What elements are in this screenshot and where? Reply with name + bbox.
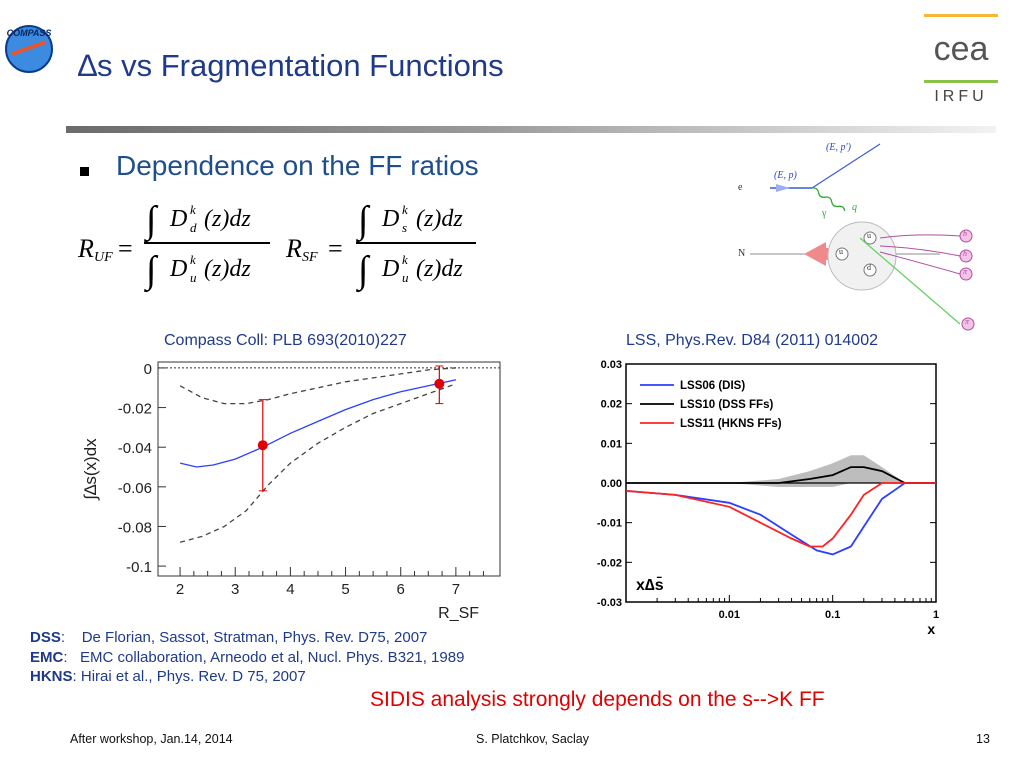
reference-text: De Florian, Sassot, Stratman, Phys. Rev.… (81, 629, 428, 646)
y-tick-label: -0.02 (118, 401, 152, 418)
y-tick-label: -0.04 (118, 440, 152, 457)
chart-right: 0.03 0.02 0.01 0.00 -0.01 -0.02 -0.03 0.01 0.1 1 x… (584, 356, 944, 638)
y-tick-label: 0.01 (601, 438, 622, 450)
diagram-label: π (965, 317, 970, 326)
footer-center: S. Platchkov, Saclay (476, 732, 590, 746)
x-tick-label: 7 (452, 581, 460, 598)
uncertainty-band (729, 455, 920, 487)
x-tick-label: 0.1 (825, 609, 840, 621)
diagram-label: u (839, 247, 843, 256)
reference-list: DSS: De Florian, Sassot, Stratman, Phys.… (30, 628, 464, 687)
series-line-blue-solid (179, 379, 457, 468)
x-tick-label: 0.01 (719, 609, 740, 621)
y-tick-label: 0 (144, 361, 152, 378)
legend-label: LSS10 (DSS FFs) (680, 399, 773, 411)
bullet-text: Dependence on the FF ratios (116, 150, 479, 181)
y-tick-label: -0.03 (597, 597, 622, 609)
legend-label: LSS11 (HKNS FFs) (680, 418, 782, 430)
caption-left-ref[interactable]: PLB 693(2010)227 (272, 332, 407, 349)
y-tick-label: -0.01 (597, 518, 622, 530)
series-line (625, 482, 936, 548)
conclusion-text: SIDIS analysis strongly depends on the s… (370, 688, 825, 711)
irfu-logo-text: IRFU (934, 88, 988, 105)
chart-right-svg: 0.030.020.010.00-0.01-0.02-0.030.01 0.1 1x… (597, 359, 939, 637)
reference-item: DSS: De Florian, Sassot, Stratman, Phys.… (30, 629, 428, 646)
title-divider (66, 126, 996, 133)
integral-sign-icon: ∫ (358, 249, 369, 291)
x-tick-label: 2 (176, 581, 184, 598)
x-tick-label: 1 (933, 609, 939, 621)
reference-key: EMC (30, 648, 64, 666)
diagram-label: q (852, 202, 857, 213)
compass-logo-text: COMPASS (7, 28, 52, 38)
plot-frame (157, 361, 501, 577)
diagram-label: N (738, 248, 746, 259)
diagram-label: u (867, 231, 871, 240)
reference-key: DSS (30, 629, 61, 646)
diagram-label: e (738, 182, 743, 193)
cea-logo-text: cea (933, 30, 989, 68)
y-axis-label: ∫∆s(x)dx (81, 438, 100, 501)
data-point (257, 440, 268, 451)
formula-ruf: R UF = ∫ D k d (z)dz ∫ D k u (z)dz (78, 199, 278, 300)
reference-text: Hirai et al., Phys. Rev. D 75, 2007 (80, 668, 306, 685)
y-tick-label: 0.02 (601, 399, 622, 411)
x-tick-label: 4 (286, 581, 294, 598)
slide-title: ∆s vs Fragmentation Functions (78, 48, 504, 83)
diagram-label: (E, p) (774, 170, 797, 181)
diagram-label: γ (822, 208, 827, 219)
y-tick-label: 0.03 (601, 359, 622, 371)
reference-item: HKNS: Hirai et al., Phys. Rev. D 75, 200… (30, 668, 306, 685)
chart-left-svg: 0 -0.02 -0.04 -0.06 -0.08 -0.1 2 3 4 5 6 7 R_SF ∫∆s(x… (81, 361, 501, 622)
caption-left-prefix: Compass Coll: (164, 332, 273, 349)
diagram-label: (E, p′) (826, 142, 851, 153)
y-tick-label: -0.02 (597, 557, 622, 569)
cea-irfu-logo: cea IRFU (924, 14, 998, 108)
integral-sign-icon: ∫ (146, 199, 157, 241)
chart-left: 0 -0.02 -0.04 -0.06 -0.08 -0.1 2 3 4 5 6 7 R_SF ∫∆s(x… (58, 356, 508, 624)
diagram-label: π (963, 267, 968, 276)
footer-left: After workshop, Jan.14, 2014 (70, 732, 233, 746)
y-tick-label: -0.08 (118, 519, 152, 536)
integral-sign-icon: ∫ (358, 199, 369, 241)
x-axis-label: x (927, 621, 935, 637)
caption-right[interactable]: LSS, Phys.Rev. D84 (2011) 014002 (626, 332, 878, 349)
reference-key: HKNS (30, 668, 73, 685)
x-tick-label: 3 (231, 581, 239, 598)
diagram-label: h (963, 229, 967, 238)
diagram-label: d (867, 263, 871, 272)
data-point (434, 378, 445, 389)
x-tick-label: 6 (397, 581, 405, 598)
x-tick-label: 5 (341, 581, 349, 598)
reference-text: EMC collaboration, Arneodo et al, Nucl. … (80, 648, 465, 666)
compass-logo: COMPASS (2, 22, 56, 74)
y-tick-label: -0.06 (118, 480, 152, 497)
reference-item: EMC: EMC collaboration, Arneodo et al, N… (30, 648, 465, 666)
series-line-dashed-lower (179, 383, 457, 543)
y-tick-label: -0.1 (126, 559, 152, 576)
sidis-diagram: (E, p′) (E, p) e N γ q u d u h h π π (730, 138, 980, 338)
x-axis-label: R_SF (438, 605, 479, 622)
y-tick-label: 0.00 (601, 478, 622, 490)
formula-rsf: R SF = ∫ D k s (z)dz ∫ D k u (z)dz (286, 199, 486, 300)
diagram-label: h (963, 249, 967, 258)
legend-label: LSS06 (DIS) (680, 380, 745, 392)
page-number: 13 (976, 732, 990, 746)
caption-left: Compass Coll: PLB 693(2010)227 (164, 332, 407, 350)
bullet-square-icon (80, 167, 89, 176)
integral-sign-icon: ∫ (146, 249, 157, 291)
series-line (625, 482, 936, 556)
series-line-dashed-upper (179, 367, 456, 405)
y-axis-label: x∆s̄ (636, 575, 664, 594)
